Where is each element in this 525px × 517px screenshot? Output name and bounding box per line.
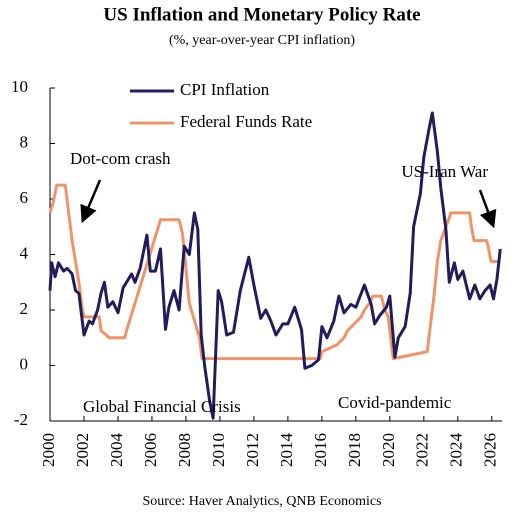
legend-label: Federal Funds Rate	[180, 112, 312, 131]
x-tick-label: 2012	[243, 433, 262, 467]
series-line	[48, 111, 502, 420]
y-tick-label: 6	[20, 188, 29, 207]
x-tick-label: 2020	[379, 433, 398, 467]
legend-label: CPI Inflation	[180, 80, 270, 99]
x-tick-label: 2006	[141, 433, 160, 467]
annotation-arrow	[80, 179, 102, 224]
source-note: Source: Haver Analytics, QNB Economics	[142, 494, 381, 509]
y-tick-label: 2	[20, 299, 29, 318]
x-tick-label: 2002	[73, 433, 92, 467]
x-tick-label: 2016	[311, 433, 330, 467]
x-tick-label: 2008	[175, 433, 194, 467]
chart-title: US Inflation and Monetary Policy Rate	[103, 4, 420, 25]
x-tick-label: 2024	[447, 433, 466, 468]
annotation: Covid-pandemic	[338, 393, 452, 412]
chart-subtitle: (%, year-over-year CPI inflation)	[169, 33, 355, 48]
annotation: Global Financial Crisis	[83, 397, 241, 416]
y-tick-label: 10	[11, 77, 28, 96]
x-tick-label: 2004	[107, 433, 126, 468]
x-tick-label: 2014	[277, 433, 296, 468]
x-tick-label: 2010	[209, 433, 228, 467]
y-tick-label: -2	[14, 410, 28, 429]
annotation: Dot-com crash	[70, 149, 171, 168]
y-tick-label: 0	[20, 354, 29, 373]
x-tick-label: 2022	[413, 433, 432, 467]
x-tick-label: 2026	[481, 433, 500, 467]
annotation-arrow	[478, 189, 497, 229]
y-tick-label: 4	[20, 243, 29, 262]
series-line	[48, 183, 501, 361]
x-tick-label: 2018	[345, 433, 364, 467]
annotation: US-Iran War	[401, 162, 488, 181]
x-tick-label: 2000	[39, 433, 58, 467]
y-tick-label: 8	[20, 132, 29, 151]
